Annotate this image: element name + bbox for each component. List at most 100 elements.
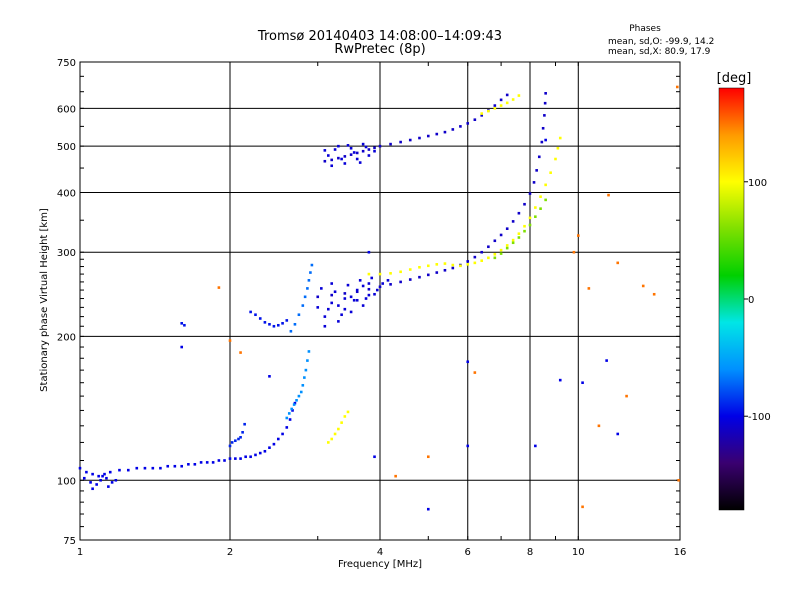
- data-point: [330, 302, 333, 305]
- data-point: [559, 379, 562, 382]
- data-point: [259, 452, 262, 455]
- data-point: [368, 288, 371, 291]
- y-axis-ticks: 75 100 200 300 400 500 600 750: [57, 58, 680, 547]
- data-point: [206, 461, 209, 464]
- data-point: [368, 154, 371, 157]
- data-point: [239, 351, 242, 354]
- data-point: [356, 158, 359, 161]
- data-point: [523, 203, 526, 206]
- data-point: [294, 323, 297, 326]
- data-point: [223, 459, 226, 462]
- data-point: [285, 319, 288, 322]
- data-point: [302, 304, 305, 307]
- data-point: [368, 148, 371, 151]
- data-point: [243, 423, 246, 426]
- data-point: [277, 438, 280, 441]
- data-point: [187, 463, 190, 466]
- data-point: [337, 320, 340, 323]
- data-point: [356, 152, 359, 155]
- data-point: [379, 145, 382, 148]
- data-point: [534, 206, 537, 209]
- data-point: [166, 465, 169, 468]
- data-point: [518, 212, 521, 215]
- data-point: [303, 376, 306, 379]
- data-point: [330, 159, 333, 162]
- data-point: [512, 241, 515, 244]
- data-point: [409, 278, 412, 281]
- data-point: [427, 265, 430, 268]
- data-point: [300, 391, 303, 394]
- data-point: [218, 459, 221, 462]
- data-point: [542, 127, 545, 130]
- data-point: [337, 428, 340, 431]
- data-point: [97, 475, 100, 478]
- data-point: [368, 282, 371, 285]
- data-point: [241, 431, 244, 434]
- data-point: [534, 445, 537, 448]
- data-point: [544, 92, 547, 95]
- data-point: [344, 292, 347, 295]
- data-point: [295, 399, 298, 402]
- data-point: [653, 293, 656, 296]
- data-point: [330, 438, 333, 441]
- data-point: [249, 311, 252, 314]
- x-tick-label: 1: [77, 547, 83, 558]
- data-point: [409, 268, 412, 271]
- data-point: [285, 426, 288, 429]
- data-point: [588, 287, 591, 290]
- x-tick-label: 4: [377, 547, 383, 558]
- data-point: [229, 457, 232, 460]
- data-point: [534, 215, 537, 218]
- data-point: [290, 330, 293, 333]
- data-point: [399, 141, 402, 144]
- data-point: [577, 234, 580, 237]
- data-point: [324, 315, 327, 318]
- data-point: [308, 350, 311, 353]
- data-point: [598, 425, 601, 428]
- colorbar-unit: [deg]: [717, 71, 752, 86]
- data-point: [105, 477, 108, 480]
- data-point: [347, 144, 350, 147]
- data-point: [356, 299, 359, 302]
- data-point: [480, 112, 483, 115]
- data-point: [518, 94, 521, 97]
- data-point: [330, 294, 333, 297]
- data-point: [311, 264, 314, 267]
- data-point: [273, 325, 276, 328]
- data-point: [500, 252, 503, 255]
- data-point: [99, 479, 102, 482]
- data-point: [370, 277, 373, 280]
- data-point: [506, 244, 509, 247]
- data-point: [340, 158, 343, 161]
- data-point: [350, 147, 353, 150]
- data-point: [305, 369, 308, 372]
- data-point: [368, 294, 371, 297]
- data-point: [350, 311, 353, 314]
- data-point: [353, 299, 356, 302]
- data-point: [544, 199, 547, 202]
- data-point: [389, 143, 392, 146]
- data-point: [529, 224, 532, 227]
- colorbar-tick-label: -100: [748, 412, 771, 423]
- data-point: [444, 131, 447, 134]
- data-point: [581, 506, 584, 509]
- data-point: [194, 463, 197, 466]
- data-point: [344, 308, 347, 311]
- data-point: [330, 164, 333, 167]
- data-point: [249, 455, 252, 458]
- data-point: [373, 147, 376, 150]
- x-tick-label: 2: [227, 547, 233, 558]
- data-point: [474, 118, 477, 121]
- data-point: [95, 483, 98, 486]
- data-point: [452, 128, 455, 131]
- data-point: [337, 145, 340, 148]
- data-point: [91, 487, 94, 490]
- data-point: [254, 454, 257, 457]
- data-point: [89, 481, 92, 484]
- x-tick-label: 16: [674, 547, 687, 558]
- data-point: [506, 94, 509, 97]
- data-point: [389, 283, 392, 286]
- y-tick-label: 75: [63, 536, 76, 547]
- data-point: [523, 225, 526, 228]
- data-point: [544, 184, 547, 187]
